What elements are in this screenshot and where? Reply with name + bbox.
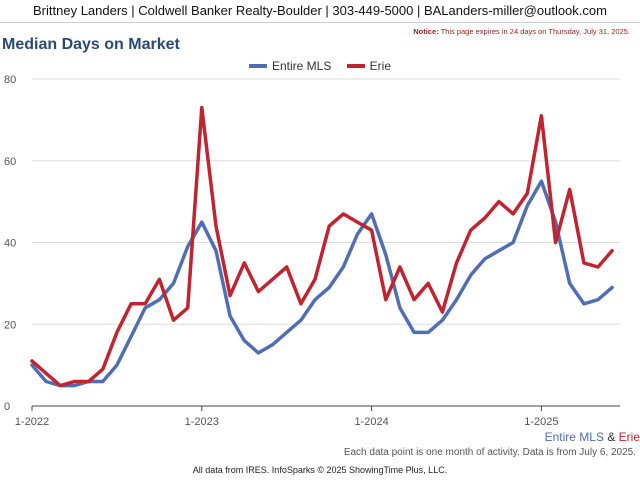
notice-label: Notice:: [413, 27, 439, 36]
legend-label-erie: Erie: [369, 59, 392, 73]
legend-label-entire-mls: Entire MLS: [271, 59, 332, 73]
contact-header: Brittney Landers | Coldwell Banker Realt…: [0, 0, 640, 23]
notice-text: This page expires in 24 days on Thursday…: [440, 27, 630, 36]
source-credit: All data from IRES. InfoSparks © 2025 Sh…: [192, 465, 448, 475]
footer-legend-separator: &: [603, 430, 619, 444]
legend-item-erie: Erie: [346, 59, 392, 73]
chart-legend: Entire MLS Erie: [0, 57, 640, 73]
y-tick-label: 40: [4, 238, 16, 250]
legend-swatch-entire-mls: [248, 64, 267, 68]
data-note: Each data point is one month of activity…: [343, 447, 636, 458]
x-tick-label: 1-2023: [185, 416, 219, 428]
footer-legend: Entire MLS & Erie: [545, 430, 640, 444]
x-tick-label: 1-2025: [524, 416, 558, 428]
legend-item-entire-mls: Entire MLS: [248, 59, 332, 73]
y-tick-label: 60: [4, 156, 16, 168]
x-tick-label: 1-2024: [354, 416, 388, 428]
footer-legend-erie: Erie: [618, 430, 640, 444]
series-line-erie: [30, 105, 614, 388]
x-tick-label: 1-2022: [15, 416, 49, 428]
contact-text: Brittney Landers | Coldwell Banker Realt…: [33, 3, 607, 18]
series-line-entire-mls: [30, 179, 614, 388]
y-tick-label: 20: [4, 319, 16, 331]
legend-swatch-erie: [346, 64, 365, 68]
y-tick-label: 0: [4, 401, 10, 413]
footer-legend-entire-mls: Entire MLS: [544, 430, 604, 444]
expiry-notice: Notice: This page expires in 24 days on …: [413, 27, 630, 36]
chart-title: Median Days on Market: [2, 36, 180, 53]
y-tick-label: 80: [4, 74, 16, 86]
